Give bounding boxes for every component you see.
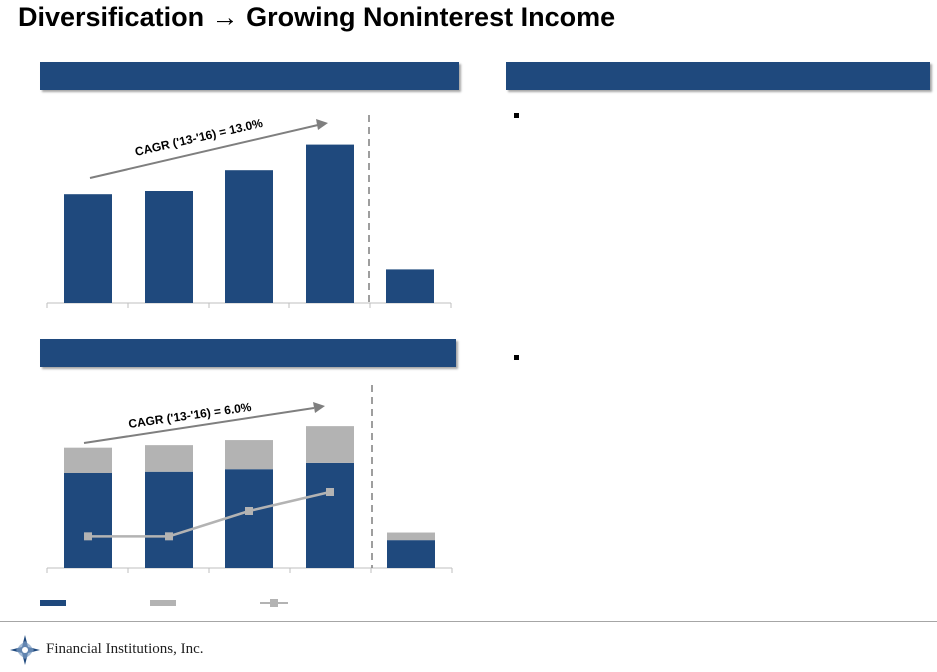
company-logo-star-icon: [10, 635, 40, 665]
chart2-bar-gray-1: [145, 445, 193, 472]
bullet-point-2: [514, 355, 519, 360]
legend-swatch-dark: [40, 600, 66, 606]
chart1-bar-1: [145, 191, 193, 303]
chart2-bar-gray-2: [225, 440, 273, 470]
chart2-bar-dark-4: [387, 540, 435, 568]
chart1-bar-4: [386, 269, 434, 303]
chart1-bar-3: [306, 144, 354, 303]
chart1-bar-2: [225, 170, 273, 303]
company-name: Financial Institutions, Inc.: [46, 641, 204, 657]
chart2-bar-gray-3: [306, 426, 354, 463]
chart1-trend-arrow: [89, 124, 319, 179]
page-title: Diversification → Growing Noninterest In…: [18, 2, 616, 32]
chart2-line-marker-2: [245, 507, 253, 515]
bullet-point-1: [514, 113, 519, 118]
chart2-line-marker-3: [326, 488, 334, 496]
chart1-header-bar: [40, 62, 459, 90]
footer-divider: [0, 621, 937, 622]
legend-swatch-gray: [150, 600, 176, 606]
chart1-bar-0: [64, 194, 112, 303]
chart2-line-marker-1: [165, 532, 173, 541]
chart2-line-series: [88, 490, 331, 538]
chart2-bar-dark-0: [64, 473, 112, 568]
chart2-bar-gray-0: [64, 447, 112, 473]
chart2-line-marker-0: [84, 532, 92, 541]
chart1-trend-arrowhead: [316, 119, 328, 130]
chart2-trend-arrowhead: [313, 402, 325, 413]
commentary-header-bar: [506, 62, 930, 90]
chart2-bar-dark-2: [225, 469, 273, 568]
legend-swatch-line: [260, 599, 288, 607]
chart2-bar-gray-4: [387, 532, 435, 541]
chart2-bar-dark-1: [145, 471, 193, 568]
chart2-header-bar: [40, 339, 456, 367]
chart2-bar-dark-3: [306, 462, 354, 568]
chart2-trend-arrow: [83, 407, 315, 444]
